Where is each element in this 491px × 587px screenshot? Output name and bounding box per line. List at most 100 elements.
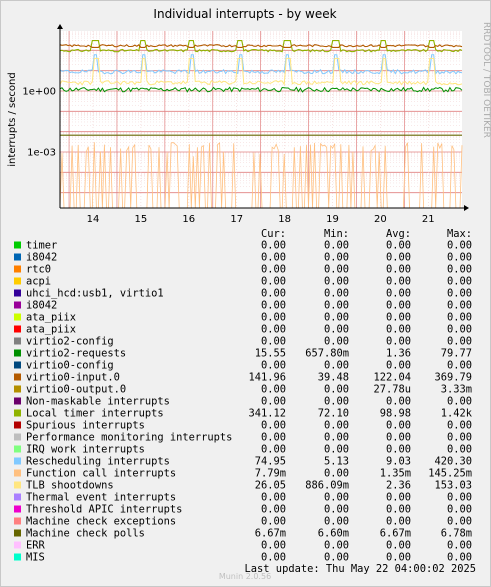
series-line-rescheduling-interrupts: [59, 54, 463, 76]
legend-swatch: [14, 445, 21, 453]
legend-swatch: [14, 481, 21, 489]
legend-swatch: [14, 553, 21, 561]
legend-swatch: [14, 253, 21, 261]
legend-value-cur: 341.12: [248, 408, 286, 420]
legend-row: ata_piix 0.00 0.00 0.00 0.00: [14, 312, 472, 324]
legend-value-avg: 0.00: [386, 360, 411, 372]
legend-label: Machine check polls: [26, 528, 145, 540]
y-axis-label: interrupts / second: [7, 72, 18, 166]
legend-value-max: 0.00: [447, 540, 472, 552]
legend-value-avg: 27.78u: [373, 384, 411, 396]
x-tick-label: 18: [278, 214, 291, 225]
legend-value-min: 6.60m: [318, 528, 349, 540]
legend-value-cur: 0.00: [261, 552, 286, 564]
legend-value-max: 0.00: [447, 396, 472, 408]
legend-swatch: [14, 361, 21, 369]
legend-value-min: 39.48: [318, 372, 349, 384]
legend-label: IRQ work interrupts: [26, 444, 145, 456]
legend-column-header: Max:: [447, 228, 472, 240]
legend-column-header: Avg:: [386, 228, 411, 240]
legend-swatch: [14, 397, 21, 405]
legend-row: Spurious interrupts 0.00 0.00 0.00 0.00: [14, 420, 472, 432]
legend-value-min: 0.00: [324, 360, 349, 372]
legend-value-avg: 9.03: [386, 456, 411, 468]
legend-value-max: 0.00: [447, 516, 472, 528]
legend-row: virtio2-requests 15.55 657.80m 1.36 79.77: [14, 348, 472, 360]
legend-value-cur: 74.95: [255, 456, 286, 468]
legend-value-avg: 0.00: [386, 492, 411, 504]
legend-value-cur: 15.55: [255, 348, 286, 360]
legend-value-cur: 7.79m: [255, 468, 286, 480]
legend-value-max: 0.00: [447, 300, 472, 312]
legend-value-cur: 141.96: [248, 372, 286, 384]
y-axis-arrow: [57, 24, 63, 29]
legend-swatch: [14, 241, 21, 249]
legend-value-cur: 0.00: [261, 516, 286, 528]
legend-value-min: 0.00: [324, 468, 349, 480]
legend-value-avg: 0.00: [386, 504, 411, 516]
legend-value-min: 0.00: [324, 396, 349, 408]
legend-column-header: Min:: [324, 228, 349, 240]
legend-swatch: [14, 409, 21, 417]
legend-row: Performance monitoring interrupts 0.00 0.0…: [14, 432, 472, 444]
legend-value-avg: 0.00: [386, 420, 411, 432]
legend-value-max: 0.00: [447, 420, 472, 432]
legend-swatch: [14, 529, 21, 537]
legend-value-cur: 0.00: [261, 432, 286, 444]
legend-value-min: 0.00: [324, 324, 349, 336]
legend-value-max: 0.00: [447, 360, 472, 372]
legend-row: IRQ work interrupts 0.00 0.00 0.00 0.00: [14, 444, 472, 456]
legend-label: rtc0: [26, 264, 51, 276]
legend-value-cur: 0.00: [261, 540, 286, 552]
series-line-virtio2-requests: [59, 86, 463, 93]
legend-value-max: 0.00: [447, 288, 472, 300]
legend-value-cur: 0.00: [261, 288, 286, 300]
legend-row: Local timer interrupts 341.12 72.10 98.98 1.…: [14, 408, 473, 420]
legend-label: ata_piix: [26, 312, 76, 324]
legend-value-cur: 0.00: [261, 324, 286, 336]
rrdtool-credit: RRDTOOL / TOBI OETIKER: [481, 22, 491, 138]
legend-swatch: [14, 469, 21, 477]
x-axis-arrow: [464, 205, 469, 211]
legend-value-min: 5.13: [324, 456, 349, 468]
legend-value-min: 0.00: [324, 492, 349, 504]
legend-value-min: 0.00: [324, 288, 349, 300]
legend-value-cur: 0.00: [261, 396, 286, 408]
legend-value-max: 0.00: [447, 276, 472, 288]
x-tick-label: 19: [326, 214, 339, 225]
legend-row: acpi 0.00 0.00 0.00 0.00: [14, 276, 472, 288]
legend-value-avg: 0.00: [386, 396, 411, 408]
legend-value-min: 0.00: [324, 264, 349, 276]
legend-value-max: 0.00: [447, 240, 472, 252]
legend-label: Thermal event interrupts: [26, 492, 176, 504]
legend-value-cur: 26.05: [255, 480, 286, 492]
legend-value-cur: 0.00: [261, 492, 286, 504]
legend-row: i8042 0.00 0.00 0.00 0.00: [14, 300, 472, 312]
legend-value-max: 0.00: [447, 336, 472, 348]
legend-label: virtio0-output.0: [26, 384, 126, 396]
legend-label: virtio0-config: [26, 360, 114, 372]
legend-value-min: 0.00: [324, 504, 349, 516]
legend-label: Machine check exceptions: [26, 516, 176, 528]
legend-value-avg: 0.00: [386, 540, 411, 552]
legend-value-min: 0.00: [324, 300, 349, 312]
legend-value-min: 0.00: [324, 516, 349, 528]
legend-swatch: [14, 493, 21, 501]
legend-row: MIS 0.00 0.00 0.00 0.00: [14, 552, 472, 564]
legend-value-min: 0.00: [324, 444, 349, 456]
legend-label: virtio2-config: [26, 336, 114, 348]
legend-value-cur: 0.00: [261, 420, 286, 432]
legend-row: rtc0 0.00 0.00 0.00 0.00: [14, 264, 472, 276]
legend-value-avg: 0.00: [386, 264, 411, 276]
legend-row: timer 0.00 0.00 0.00 0.00: [14, 240, 472, 252]
legend-label: uhci_hcd:usb1, virtio1: [26, 288, 164, 300]
legend-value-avg: 98.98: [380, 408, 411, 420]
legend-swatch: [14, 313, 21, 321]
legend-value-max: 0.00: [447, 444, 472, 456]
legend-swatch: [14, 349, 21, 357]
legend-swatch: [14, 301, 21, 309]
legend-value-max: 1.42k: [441, 408, 473, 420]
legend-label: i8042: [26, 300, 57, 312]
legend-value-cur: 0.00: [261, 240, 286, 252]
